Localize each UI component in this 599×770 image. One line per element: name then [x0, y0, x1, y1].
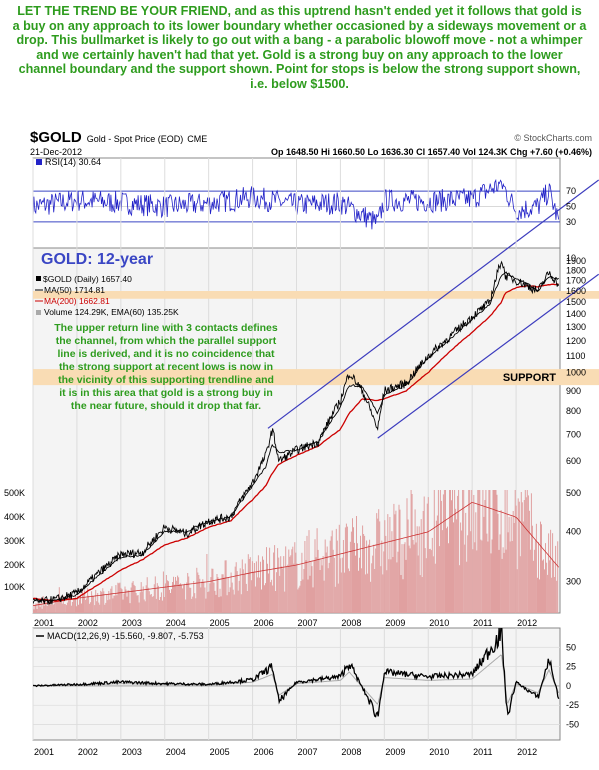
- svg-text:it is in this area that gold i: it is in this area that gold is a strong…: [59, 387, 273, 399]
- price-tick-label: 1500: [566, 297, 586, 307]
- volume-tick-label: 400K: [4, 512, 25, 522]
- price-tick-label: 400: [566, 526, 581, 536]
- x-tick-label-upper: 2003: [122, 618, 142, 628]
- x-tick-label-upper: 2010: [429, 618, 449, 628]
- channel-annotation: The upper return line with 3 contacts de…: [54, 322, 278, 412]
- macd-tick-label: -50: [566, 720, 579, 730]
- x-tick-label-lower: 2005: [210, 747, 230, 757]
- macd-line: [33, 628, 560, 718]
- rsi-tick-label: 30: [566, 217, 576, 227]
- macd-layer: [32, 628, 560, 740]
- price-tick-label: 1900: [566, 256, 586, 266]
- volume-tick-label: 200K: [4, 560, 25, 570]
- price-legend: $GOLD (Daily) 1657.40 MA(50) 1714.81 MA(…: [35, 274, 179, 317]
- x-tick-label-upper: 2012: [517, 618, 537, 628]
- price-tick-label: 300: [566, 576, 581, 586]
- svg-text:MACD(12,26,9) -15.560, -9.807,: MACD(12,26,9) -15.560, -9.807, -5.753: [47, 631, 204, 641]
- axis-layer: 2001 2001 2002 2002 2003 2003 2004 2004 2005 2005…: [4, 158, 586, 757]
- price-tick-label: 1700: [566, 275, 586, 285]
- price-tick-label: 1800: [566, 266, 586, 276]
- x-tick-label-upper: 2005: [210, 618, 230, 628]
- price-tick-label: 1100: [566, 351, 585, 361]
- x-tick-label-upper: 2006: [254, 618, 274, 628]
- x-tick-label-upper: 2008: [341, 618, 361, 628]
- svg-text:the channel, from which the pa: the channel, from which the parallel sup…: [56, 335, 277, 347]
- volume-ema-line: [33, 501, 560, 606]
- macd-legend: MACD(12,26,9) -15.560, -9.807, -5.753: [36, 631, 204, 641]
- svg-text:The upper return line with 3 c: The upper return line with 3 contacts de…: [54, 322, 278, 334]
- upper-support-zone-extension: [560, 290, 599, 299]
- upper-channel-line: [267, 179, 599, 429]
- x-tick-label-lower: 2002: [78, 747, 98, 757]
- x-tick-label-upper: 2004: [166, 618, 186, 628]
- price-tick-label: 600: [566, 456, 581, 466]
- x-tick-label-lower: 2007: [298, 747, 318, 757]
- x-tick-label-upper: 2007: [298, 618, 318, 628]
- x-tick-label-lower: 2008: [341, 747, 361, 757]
- rsi-legend: RSI(14) 30.64: [36, 157, 101, 167]
- rsi-tick-label: 50: [566, 202, 576, 212]
- x-tick-label-lower: 2003: [122, 747, 142, 757]
- svg-text:MA(50) 1714.81: MA(50) 1714.81: [44, 285, 105, 295]
- macd-tick-label: 50: [566, 642, 576, 652]
- quote-line: Op 1648.50 Hi 1660.50 Lo 1636.30 Cl 1657…: [271, 147, 592, 157]
- price-tick-label: 1400: [566, 309, 586, 319]
- price-tick-label: 900: [566, 386, 581, 396]
- ma200-line: [33, 283, 559, 602]
- price-tick-label: 700: [566, 429, 581, 439]
- x-tick-label-lower: 2001: [34, 747, 54, 757]
- svg-text:RSI(14) 30.64: RSI(14) 30.64: [45, 157, 101, 167]
- price-panel-title: GOLD: 12-year: [41, 251, 153, 268]
- price-tick-label: 800: [566, 406, 581, 416]
- volume-bars: [33, 490, 559, 613]
- volume-tick-label: 500K: [4, 488, 25, 498]
- x-tick-label-lower: 2006: [254, 747, 274, 757]
- price-line: [33, 260, 560, 605]
- macd-tick-label: 0: [566, 681, 571, 691]
- macd-tick-label: 25: [566, 662, 576, 672]
- x-tick-label-lower: 2010: [429, 747, 449, 757]
- x-tick-label-upper: 2009: [385, 618, 405, 628]
- support-zone-extension: [560, 369, 599, 386]
- x-tick-label-upper: 2001: [34, 618, 54, 628]
- source-credit: © StockCharts.com: [514, 133, 592, 143]
- chart-date: 21-Dec-2012: [30, 147, 82, 157]
- rsi-tick-label: 70: [566, 186, 576, 196]
- price-tick-label: 500: [566, 488, 581, 498]
- price-tick-label: 1300: [566, 322, 586, 332]
- x-tick-label-lower: 2009: [385, 747, 405, 757]
- price-tick-label: 10: [566, 253, 576, 263]
- price-tick-label: 1000: [566, 368, 586, 378]
- svg-text:MA(200) 1662.81: MA(200) 1662.81: [44, 296, 110, 306]
- support-label: SUPPORT: [503, 372, 556, 384]
- macd-tick-label: -25: [566, 700, 579, 710]
- svg-text:the strong support at recent l: the strong support at recent lows is now…: [59, 361, 273, 373]
- svg-text:the near future, should it dro: the near future, should it drop that far…: [71, 400, 261, 412]
- x-tick-label-lower: 2004: [166, 747, 186, 757]
- volume-tick-label: 300K: [4, 536, 25, 546]
- x-tick-label-lower: 2012: [517, 747, 537, 757]
- x-tick-label-lower: 2011: [473, 747, 492, 757]
- svg-text:Volume 124.29K, EMA(60) 135.25: Volume 124.29K, EMA(60) 135.25K: [44, 307, 179, 317]
- svg-text:line is derived, and it is no: line is derived, and it is no coincidenc…: [57, 348, 275, 360]
- lower-channel-line: [377, 273, 599, 439]
- price-background-layer: [32, 248, 599, 613]
- x-tick-label-upper: 2011: [473, 618, 492, 628]
- svg-text:the vicinity of this supportin: the vicinity of this supporting trendlin…: [58, 374, 274, 386]
- upper-support-zone: [33, 290, 560, 299]
- price-layer: SUPPORT: [33, 179, 599, 605]
- commentary-headline: LET THE TREND BE YOUR FRIEND, and as thi…: [12, 4, 587, 91]
- price-tick-label: 1600: [566, 286, 586, 296]
- price-tick-label: 1200: [566, 336, 586, 346]
- x-tick-label-upper: 2002: [78, 618, 98, 628]
- chart-symbol-title: $GOLD Gold - Spot Price (EOD) CME: [30, 129, 207, 146]
- volume-tick-label: 100K: [4, 582, 25, 592]
- svg-text:$GOLD (Daily) 1657.40: $GOLD (Daily) 1657.40: [43, 274, 132, 284]
